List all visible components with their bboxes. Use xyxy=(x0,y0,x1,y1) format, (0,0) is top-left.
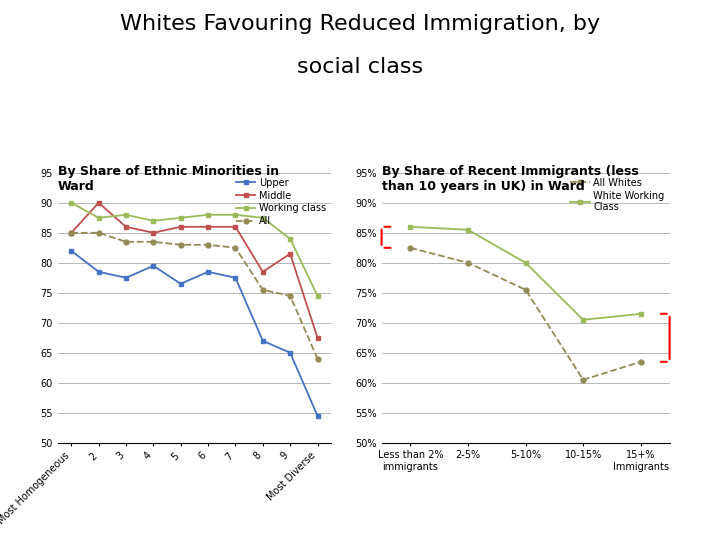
Upper xyxy=(94,268,103,275)
All xyxy=(231,245,240,251)
Working class xyxy=(149,218,158,224)
Working class xyxy=(258,214,267,221)
All Whites xyxy=(521,287,530,293)
Upper xyxy=(67,247,76,254)
Legend: All Whites, White Working
Class: All Whites, White Working Class xyxy=(570,178,665,212)
All xyxy=(258,287,267,293)
Line: Upper: Upper xyxy=(69,248,320,418)
Working class xyxy=(313,293,322,299)
All xyxy=(204,241,212,248)
Line: White Working Class: White Working Class xyxy=(408,224,643,322)
All Whites xyxy=(406,245,415,251)
Middle xyxy=(286,251,294,257)
Middle xyxy=(94,200,103,206)
Middle xyxy=(149,230,158,236)
Working class xyxy=(204,212,212,218)
Middle xyxy=(258,268,267,275)
White Working Class xyxy=(406,224,415,230)
All xyxy=(122,239,130,245)
All xyxy=(286,293,294,299)
Line: Working class: Working class xyxy=(69,200,320,298)
Legend: Upper, Middle, Working class, All: Upper, Middle, Working class, All xyxy=(236,178,326,226)
All xyxy=(313,355,322,362)
All xyxy=(67,230,76,236)
Middle xyxy=(204,224,212,230)
Upper xyxy=(149,262,158,269)
All xyxy=(176,241,185,248)
Middle xyxy=(231,224,240,230)
All Whites xyxy=(636,359,645,365)
Upper xyxy=(231,274,240,281)
All Whites xyxy=(464,260,472,266)
Upper xyxy=(176,281,185,287)
Working class xyxy=(176,214,185,221)
Working class xyxy=(286,235,294,242)
Text: By Share of Ethnic Minorities in
Ward: By Share of Ethnic Minorities in Ward xyxy=(58,165,279,193)
Working class xyxy=(94,214,103,221)
Text: Whites Favouring Reduced Immigration, by: Whites Favouring Reduced Immigration, by xyxy=(120,14,600,33)
All xyxy=(149,239,158,245)
Working class xyxy=(231,212,240,218)
Line: All: All xyxy=(69,231,320,361)
White Working Class xyxy=(636,310,645,317)
White Working Class xyxy=(521,260,530,266)
Middle xyxy=(67,230,76,236)
Working class xyxy=(67,200,76,206)
Middle xyxy=(176,224,185,230)
Upper xyxy=(258,338,267,344)
Line: All Whites: All Whites xyxy=(408,245,643,382)
White Working Class xyxy=(579,316,588,323)
Middle xyxy=(122,224,130,230)
Upper xyxy=(286,349,294,356)
Text: By Share of Recent Immigrants (less
than 10 years in UK) in Ward: By Share of Recent Immigrants (less than… xyxy=(382,165,639,193)
White Working Class xyxy=(464,227,472,233)
All xyxy=(94,230,103,236)
Line: Middle: Middle xyxy=(69,200,320,340)
Upper xyxy=(313,413,322,419)
Upper xyxy=(204,268,212,275)
Upper xyxy=(122,274,130,281)
Text: social class: social class xyxy=(297,57,423,77)
Middle xyxy=(313,335,322,341)
All Whites xyxy=(579,376,588,383)
Working class xyxy=(122,212,130,218)
